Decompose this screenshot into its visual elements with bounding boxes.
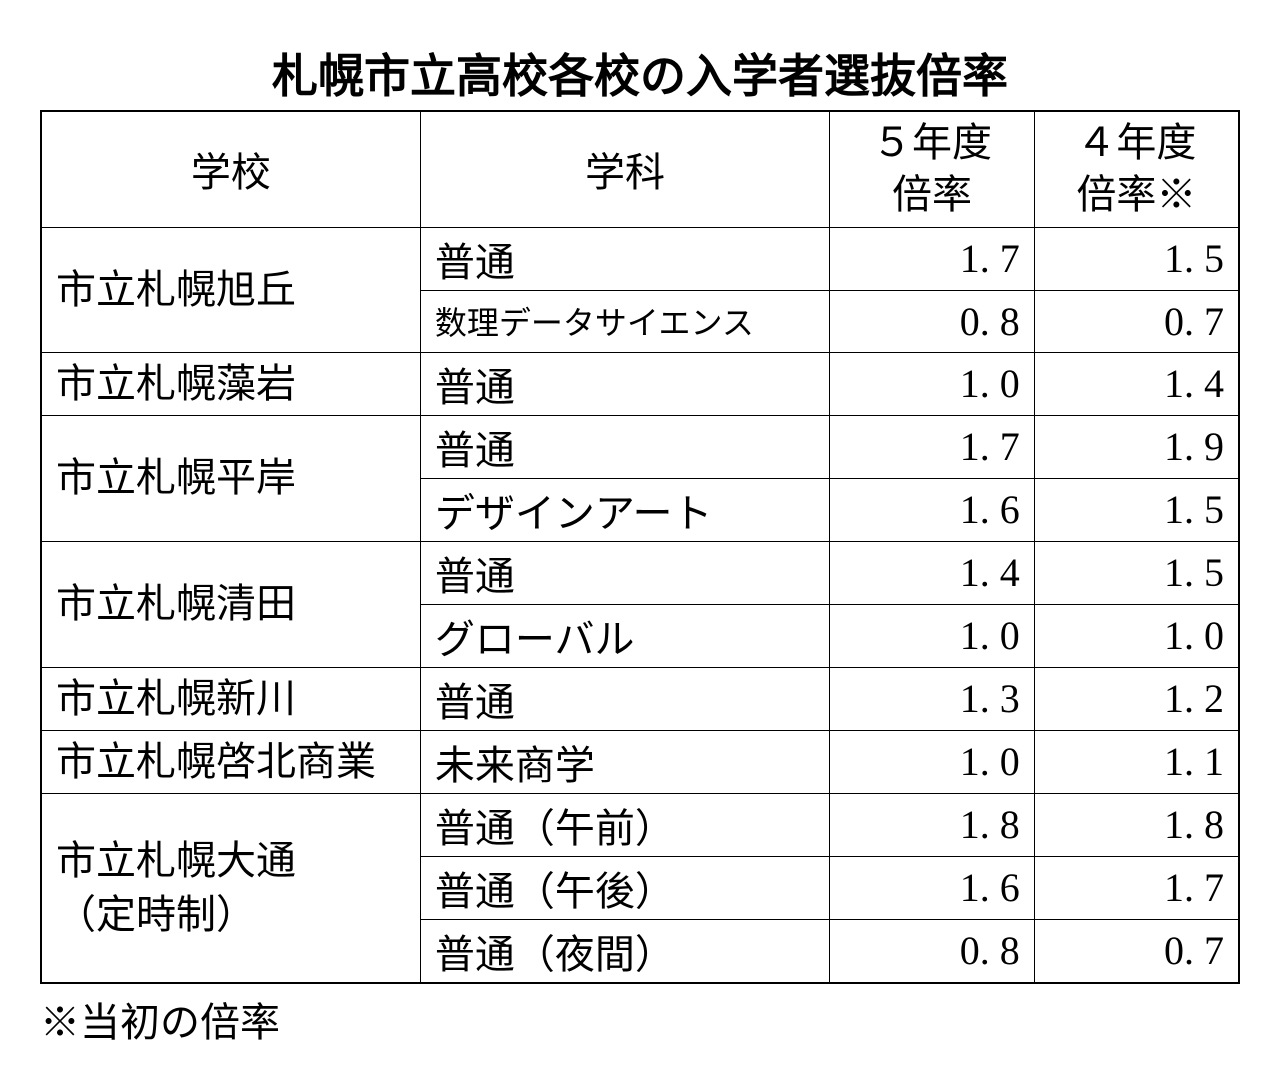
rate5-cell: 1. 0 [830,352,1035,415]
rate5-cell: 1. 8 [830,793,1035,856]
rate4-cell: 1. 1 [1034,730,1239,793]
school-cell: 市立札幌藻岩 [41,352,420,415]
rate4-cell: 1. 7 [1034,856,1239,919]
school-cell: 市立札幌平岸 [41,415,420,541]
department-cell: 普通（夜間） [420,919,829,983]
table-row: 市立札幌清田普通1. 41. 5 [41,541,1239,604]
department-cell: 普通 [420,541,829,604]
rate4-cell: 0. 7 [1034,919,1239,983]
rate4-cell: 0. 7 [1034,290,1239,352]
department-cell: 普通 [420,415,829,478]
table-title: 札幌市立高校各校の入学者選抜倍率 [40,40,1240,106]
department-cell: 普通（午前） [420,793,829,856]
rate4-cell: 1. 9 [1034,415,1239,478]
col-header-rate5: ５年度倍率 [830,111,1035,227]
rate4-cell: 1. 0 [1034,604,1239,667]
rate5-cell: 0. 8 [830,290,1035,352]
rate4-cell: 1. 5 [1034,227,1239,290]
rate5-cell: 1. 7 [830,227,1035,290]
rate4-cell: 1. 5 [1034,478,1239,541]
department-cell: 数理データサイエンス [420,290,829,352]
school-cell: 市立札幌大通（定時制） [41,793,420,983]
rate5-cell: 1. 0 [830,604,1035,667]
department-cell: 未来商学 [420,730,829,793]
school-cell: 市立札幌清田 [41,541,420,667]
table-row: 市立札幌藻岩普通1. 01. 4 [41,352,1239,415]
rate4-cell: 1. 2 [1034,667,1239,730]
col-header-department: 学科 [420,111,829,227]
rate5-cell: 1. 6 [830,856,1035,919]
department-cell: グローバル [420,604,829,667]
department-cell: 普通 [420,227,829,290]
school-cell: 市立札幌旭丘 [41,227,420,352]
col-header-rate4: ４年度倍率※ [1034,111,1239,227]
department-cell: デザインアート [420,478,829,541]
school-cell: 市立札幌啓北商業 [41,730,420,793]
rate5-cell: 1. 7 [830,415,1035,478]
col-header-school: 学校 [41,111,420,227]
school-cell: 市立札幌新川 [41,667,420,730]
rate5-cell: 1. 0 [830,730,1035,793]
rate5-cell: 1. 6 [830,478,1035,541]
rate5-cell: 1. 4 [830,541,1035,604]
rate4-cell: 1. 4 [1034,352,1239,415]
table-row: 市立札幌啓北商業未来商学1. 01. 1 [41,730,1239,793]
department-cell: 普通 [420,667,829,730]
header-row: 学校 学科 ５年度倍率 ４年度倍率※ [41,111,1239,227]
table-row: 市立札幌新川普通1. 31. 2 [41,667,1239,730]
rate5-cell: 0. 8 [830,919,1035,983]
rate5-cell: 1. 3 [830,667,1035,730]
department-cell: 普通（午後） [420,856,829,919]
table-row: 市立札幌大通（定時制）普通（午前）1. 81. 8 [41,793,1239,856]
ratio-table: 学校 学科 ５年度倍率 ４年度倍率※ 市立札幌旭丘普通1. 71. 5数理データ… [40,110,1240,984]
table-row: 市立札幌旭丘普通1. 71. 5 [41,227,1239,290]
rate4-cell: 1. 5 [1034,541,1239,604]
table-row: 市立札幌平岸普通1. 71. 9 [41,415,1239,478]
footnote: ※当初の倍率 [40,990,1240,1048]
rate4-cell: 1. 8 [1034,793,1239,856]
department-cell: 普通 [420,352,829,415]
